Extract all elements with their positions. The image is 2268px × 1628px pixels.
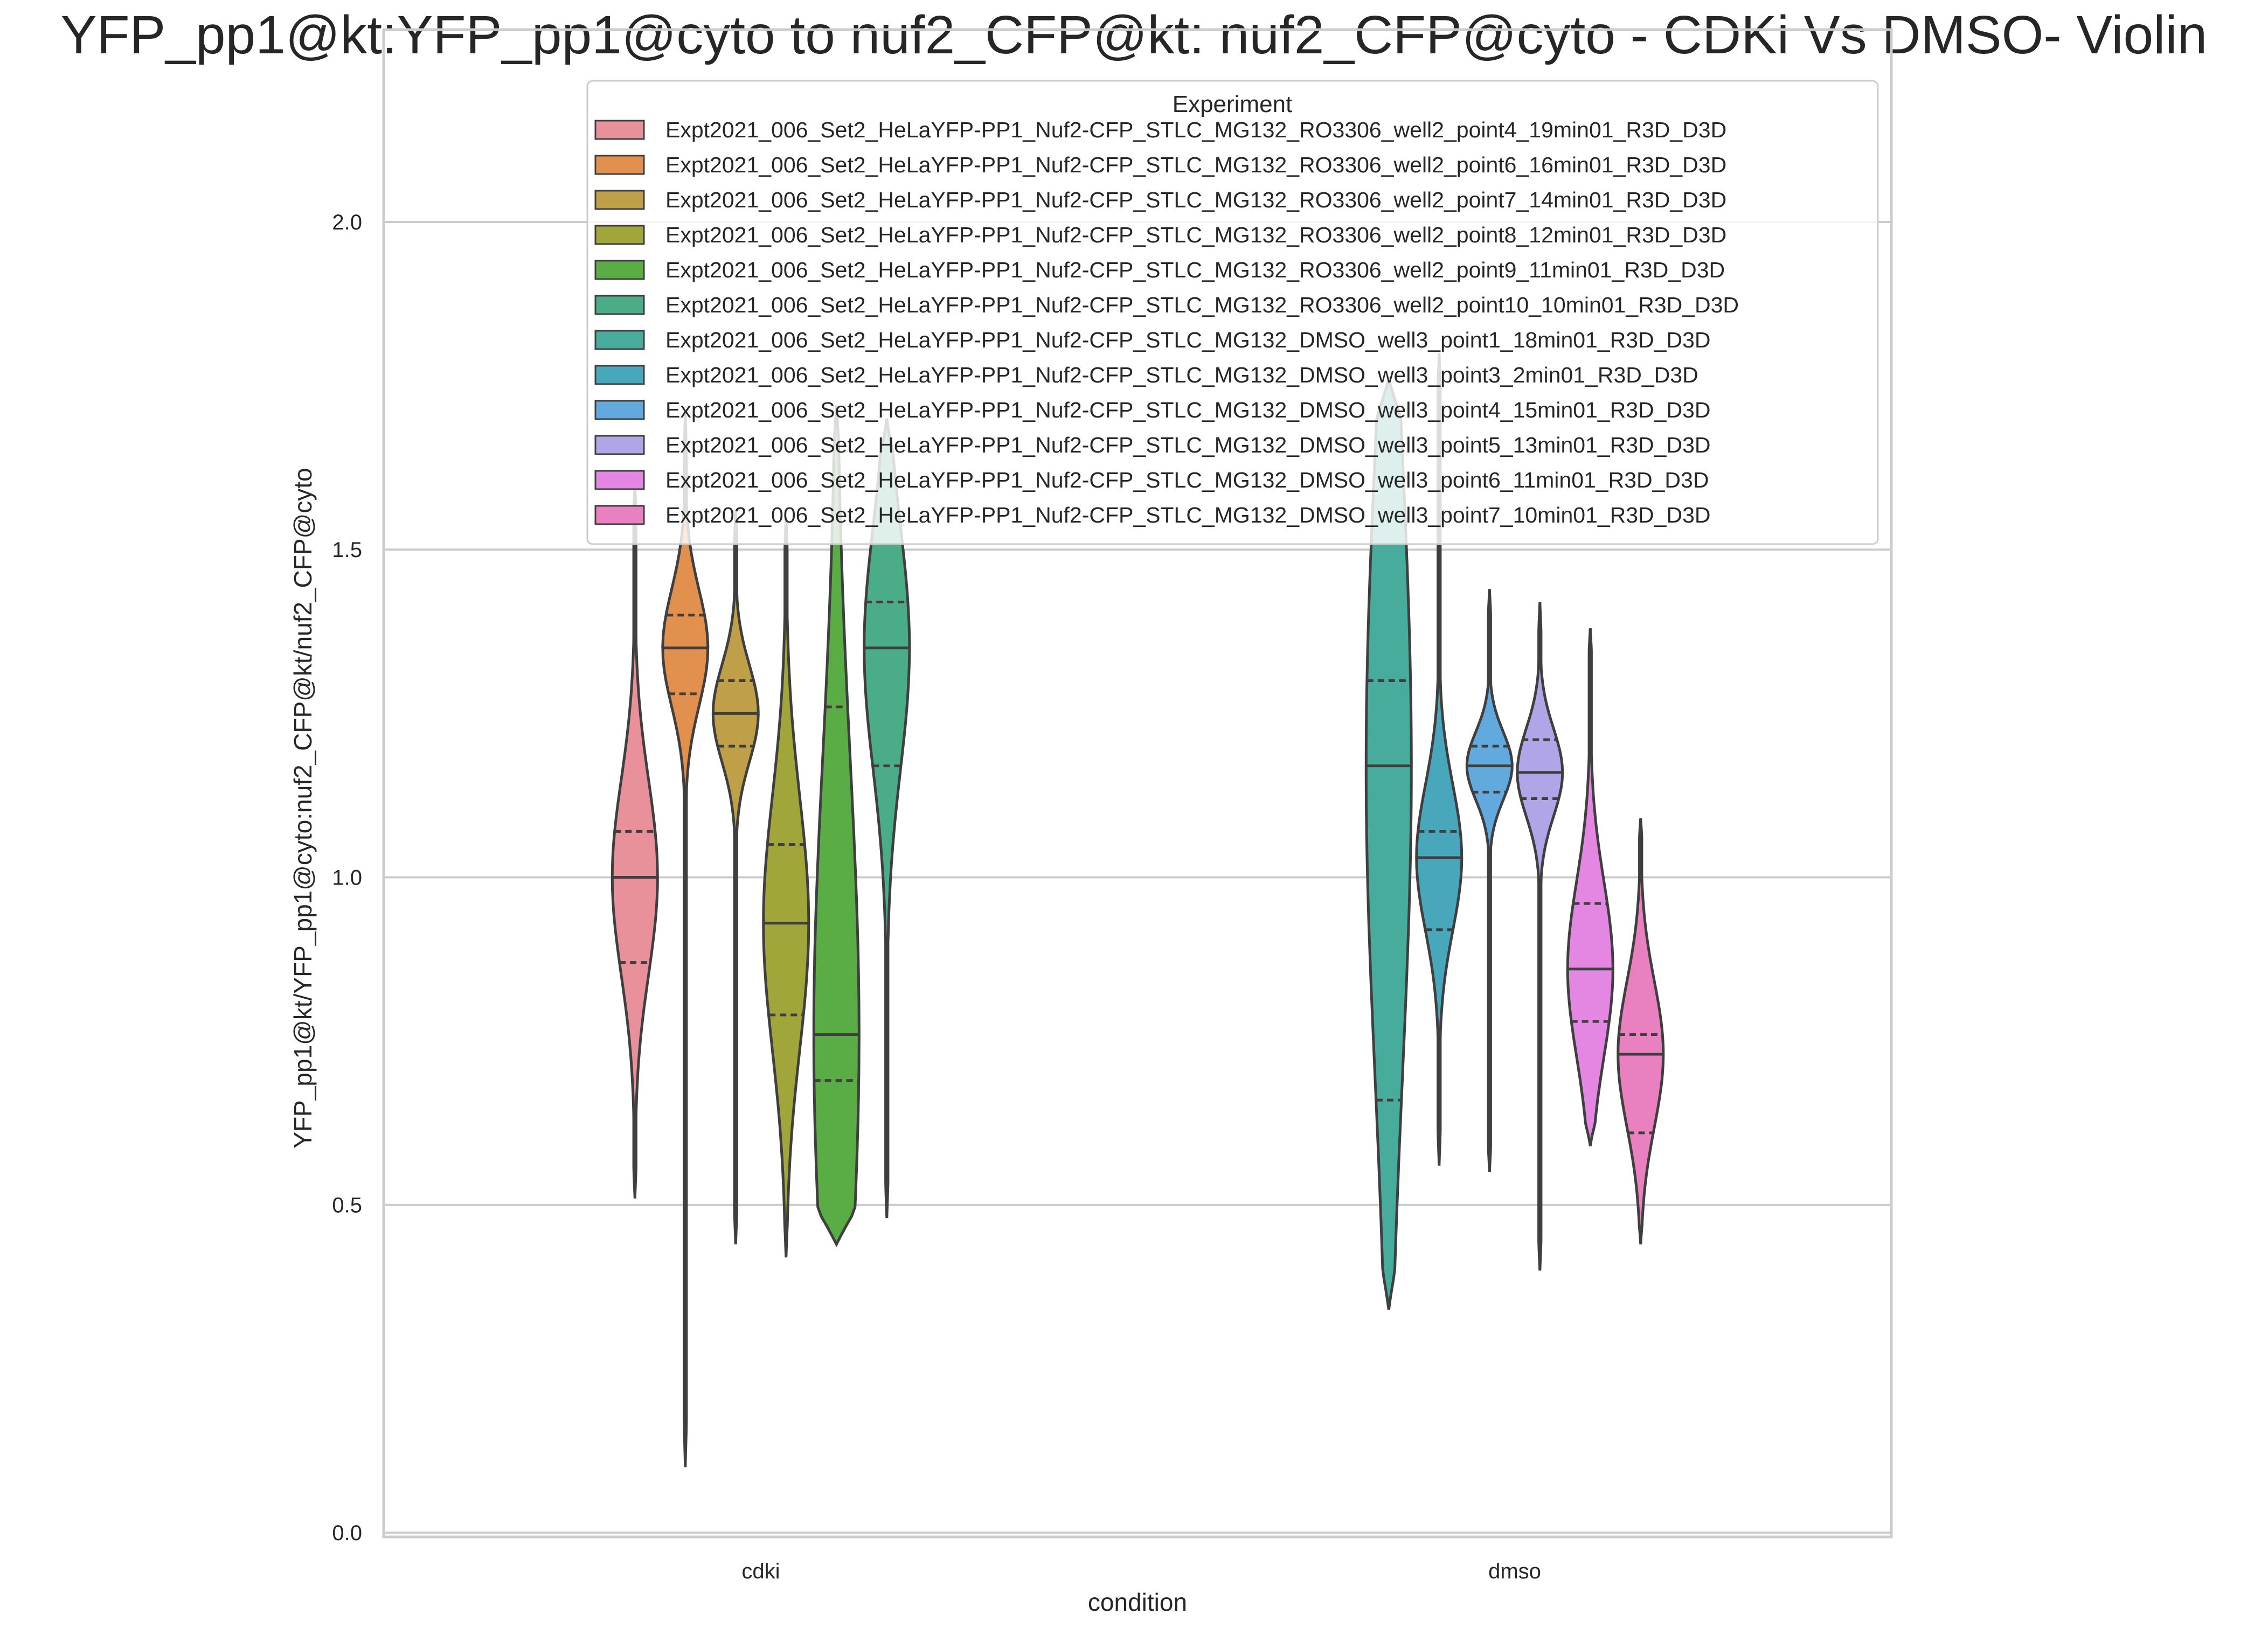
legend-entry-label: Expt2021_006_Set2_HeLaYFP-PP1_Nuf2-CFP_S… — [665, 468, 1709, 492]
legend-entry-label: Expt2021_006_Set2_HeLaYFP-PP1_Nuf2-CFP_S… — [665, 187, 1726, 212]
violin-body — [1465, 589, 1514, 1173]
legend-swatch — [594, 330, 645, 350]
legend-entry-label: Expt2021_006_Set2_HeLaYFP-PP1_Nuf2-CFP_S… — [665, 363, 1698, 387]
plot-area — [382, 28, 1893, 1539]
legend-entry-label: Expt2021_006_Set2_HeLaYFP-PP1_Nuf2-CFP_S… — [665, 503, 1711, 527]
chart-title: YFP_pp1@kt:YFP_pp1@cyto to nuf2_CFP@kt: … — [60, 5, 2208, 65]
y-tick-label: 0.0 — [332, 1521, 362, 1545]
violin-body — [1617, 818, 1665, 1244]
y-tick-label: 1.0 — [332, 866, 362, 889]
y-axis-label: YFP_pp1@kt/YFP_pp1@cyto:nuf2_CFP@kt/nuf2… — [289, 468, 317, 1148]
violin-body — [762, 517, 810, 1258]
y-tick-label: 1.5 — [332, 538, 362, 562]
legend-swatch — [594, 505, 645, 525]
violin-cdki-1 — [611, 484, 659, 1199]
violin-body — [661, 412, 710, 1467]
violin-dmso-5 — [1566, 628, 1614, 1146]
legend-entry-label: Expt2021_006_Set2_HeLaYFP-PP1_Nuf2-CFP_S… — [665, 152, 1726, 177]
legend-entry-label: Expt2021_006_Set2_HeLaYFP-PP1_Nuf2-CFP_S… — [665, 398, 1711, 422]
violin-body — [1566, 628, 1614, 1146]
violin-cdki-4 — [762, 517, 810, 1258]
legend-swatch — [594, 225, 645, 245]
legend-swatch — [594, 120, 645, 140]
y-tick-label: 0.5 — [332, 1194, 362, 1217]
y-tick-label: 2.0 — [332, 211, 362, 234]
legend-swatch — [594, 435, 645, 455]
y-tick-labels: 0.0 0.5 1.0 1.5 2.0 — [332, 211, 362, 1545]
x-tick-labels: cdki dmso — [741, 1560, 1541, 1583]
legend-entry-label: Expt2021_006_Set2_HeLaYFP-PP1_Nuf2-CFP_S… — [665, 258, 1725, 282]
legend-title: Experiment — [1173, 91, 1293, 117]
violin-body — [611, 484, 659, 1199]
violin-dmso-6 — [1617, 818, 1665, 1244]
legend-swatch — [594, 365, 645, 385]
legend-entry-label: Expt2021_006_Set2_HeLaYFP-PP1_Nuf2-CFP_S… — [665, 328, 1711, 352]
x-tick-label-cdki: cdki — [741, 1560, 780, 1583]
legend-entry-label: Expt2021_006_Set2_HeLaYFP-PP1_Nuf2-CFP_S… — [665, 222, 1726, 247]
legend-swatch — [594, 190, 645, 210]
violin-body — [1516, 602, 1564, 1271]
violin-cdki-2 — [661, 412, 710, 1467]
legend-box — [586, 80, 1879, 545]
legend-entry-label: Expt2021_006_Set2_HeLaYFP-PP1_Nuf2-CFP_S… — [665, 433, 1711, 457]
violin-dmso-4 — [1516, 602, 1564, 1271]
legend-swatch — [594, 295, 645, 315]
x-tick-label-dmso: dmso — [1488, 1560, 1541, 1583]
legend-swatch — [594, 260, 645, 280]
x-axis-label: condition — [1088, 1588, 1187, 1616]
legend-entry-label: Expt2021_006_Set2_HeLaYFP-PP1_Nuf2-CFP_S… — [665, 117, 1726, 142]
legend-swatch — [594, 470, 645, 490]
legend-swatch — [594, 400, 645, 420]
legend: Experiment Expt2021_006_Set2_HeLaYFP-PP1… — [586, 80, 1879, 545]
legend-entry-label: Expt2021_006_Set2_HeLaYFP-PP1_Nuf2-CFP_S… — [665, 293, 1739, 317]
violin-dmso-3 — [1465, 589, 1514, 1173]
legend-items: Expt2021_006_Set2_HeLaYFP-PP1_Nuf2-CFP_S… — [594, 117, 1739, 527]
legend-swatch — [594, 155, 645, 175]
